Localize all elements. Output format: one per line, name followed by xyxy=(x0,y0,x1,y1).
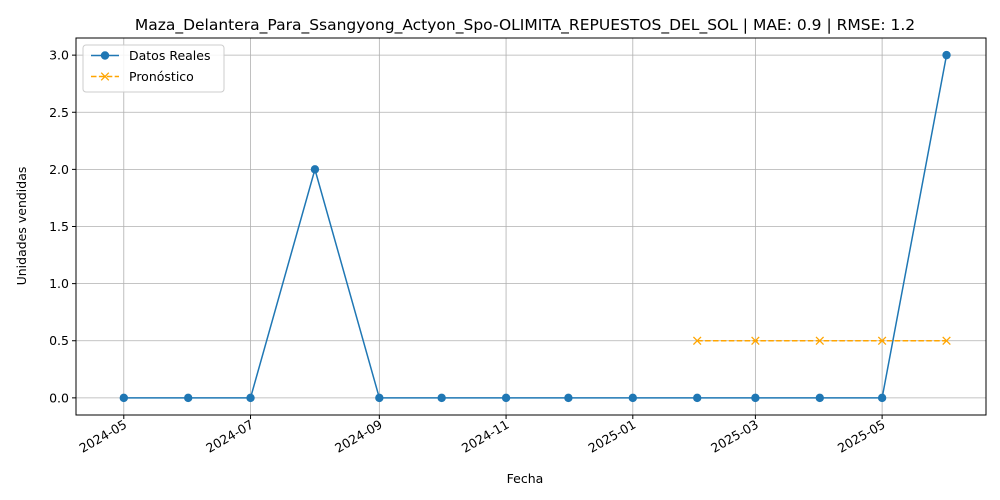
x-axis-label: Fecha xyxy=(507,471,544,486)
x-axis: 2024-05 2024-07 2024-09 2024-11 2025-01 2025-… xyxy=(77,415,888,456)
data-point xyxy=(877,336,887,346)
x-tick-label: 2025-03 xyxy=(708,417,761,456)
x-tick-label: 2024-09 xyxy=(332,417,385,456)
marker-stroke xyxy=(815,336,825,346)
data-point xyxy=(815,393,824,403)
data-point xyxy=(246,393,255,403)
data-point xyxy=(564,393,573,403)
grid xyxy=(76,38,986,415)
x-tick-label: 2024-11 xyxy=(459,417,512,456)
data-point xyxy=(942,50,951,60)
y-axis-label: Unidades vendidas xyxy=(14,167,29,286)
data-point xyxy=(693,393,702,403)
y-tick-label: 2.0 xyxy=(49,162,69,177)
data-point xyxy=(942,336,951,346)
legend-label-0: Datos Reales xyxy=(129,48,210,63)
y-axis: 0.0 0.5 1.0 1.5 2.0 2.5 3.0 xyxy=(49,48,76,405)
y-tick-label: 2.5 xyxy=(49,105,69,120)
data-point xyxy=(183,393,193,403)
marker-stroke xyxy=(877,336,887,346)
data-point xyxy=(692,336,702,346)
series-line-0 xyxy=(123,55,948,399)
data-point xyxy=(437,393,446,403)
x-tick-label: 2024-07 xyxy=(203,417,256,456)
x-tick-label: 2025-05 xyxy=(835,417,888,456)
y-tick-label: 3.0 xyxy=(49,48,69,63)
y-tick-label: 0.5 xyxy=(49,333,69,348)
data-point xyxy=(751,393,760,403)
marker-stroke xyxy=(100,72,110,81)
data-point xyxy=(119,393,128,403)
data-point xyxy=(310,165,320,174)
y-tick-label: 1.5 xyxy=(49,219,69,234)
legend-label-1: Pronóstico xyxy=(129,69,194,84)
data-point xyxy=(375,393,384,403)
legend-marker-0 xyxy=(100,51,110,60)
legend: Datos Reales Pronóstico xyxy=(82,44,225,93)
marker-stroke xyxy=(692,336,702,346)
series-layer xyxy=(119,50,951,403)
data-point xyxy=(815,336,825,346)
data-point xyxy=(501,393,511,403)
y-tick-label: 0.0 xyxy=(49,390,69,405)
legend-marker-1 xyxy=(100,72,110,81)
chart-title: Maza_Delantera_Para_Ssangyong_Actyon_Spo… xyxy=(135,16,915,35)
marker-stroke xyxy=(942,336,951,346)
x-tick-label: 2025-01 xyxy=(586,417,639,456)
data-point xyxy=(751,336,760,346)
data-point xyxy=(628,393,638,403)
legend-box xyxy=(82,44,225,93)
data-point xyxy=(877,393,887,403)
y-tick-label: 1.0 xyxy=(49,276,69,291)
marker-stroke xyxy=(751,336,760,346)
x-tick-label: 2024-05 xyxy=(77,417,130,456)
